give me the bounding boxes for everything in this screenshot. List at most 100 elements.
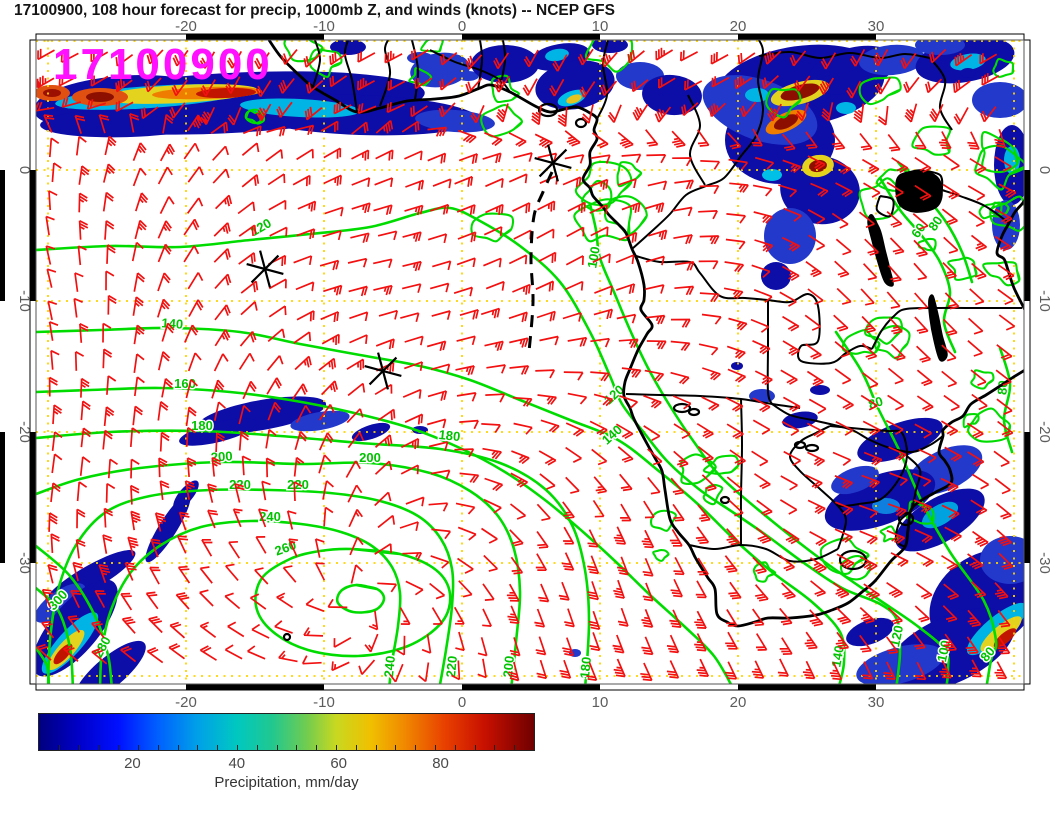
wind-barb: [238, 404, 251, 425]
wind-barb: [998, 552, 1014, 570]
wind-barb: [904, 103, 918, 123]
wind-barb: [178, 511, 190, 531]
wind-barb: [431, 310, 451, 320]
wind-barb: [968, 317, 984, 335]
precip-blob: [566, 94, 582, 104]
wind-barb-pennant: [256, 112, 264, 121]
wind-barb: [795, 102, 810, 122]
wind-barb: [523, 49, 539, 68]
colorbar-minor-tick: [336, 745, 337, 750]
contour-label: 200: [359, 450, 381, 465]
wind-barb: [831, 132, 846, 151]
wind-barb: [107, 458, 118, 479]
height-contour: [36, 646, 51, 684]
wind-barb: [132, 296, 144, 316]
wind-barb: [199, 589, 214, 607]
precip-blob: [780, 155, 860, 225]
colorbar-minor-tick: [514, 745, 516, 750]
wind-barb: [952, 79, 971, 94]
wind-barb: [148, 615, 163, 634]
basemap-feature: [687, 407, 701, 417]
wind-barb: [808, 234, 826, 251]
wind-barb: [567, 336, 588, 347]
wind-barb: [477, 637, 488, 657]
frame-bar-black-segment: [462, 684, 600, 690]
wind-barb: [752, 419, 771, 435]
lake: [928, 294, 948, 362]
country-border: [625, 393, 801, 409]
wind-barb: [428, 441, 449, 451]
wind-barb: [522, 78, 538, 96]
contour-label: 240: [381, 655, 398, 678]
wind-barb: [834, 528, 853, 543]
country-border: [739, 398, 744, 546]
wind-barb: [94, 590, 106, 609]
wind-barb: [781, 265, 800, 282]
wind-barb: [454, 175, 474, 187]
wind-barb: [900, 52, 917, 70]
wind-barb: [891, 157, 909, 173]
wind-barb: [102, 191, 114, 212]
wind-barb: [199, 645, 217, 661]
wind-barb: [590, 154, 611, 164]
frame-bar-black-segment: [738, 684, 876, 690]
wind-barb: [400, 312, 420, 323]
wind-barb: [970, 234, 988, 252]
wind-barb: [234, 483, 245, 503]
wind-barb: [186, 457, 197, 477]
wind-barb: [266, 377, 282, 395]
wind-barb: [965, 636, 979, 655]
wind-barb: [120, 592, 133, 611]
wind-barb: [940, 420, 959, 437]
colorbar-minor-tick: [138, 745, 139, 750]
wind-barb: [997, 420, 1014, 438]
wind-barb: [183, 245, 200, 263]
colorbar-minor-tick: [435, 745, 436, 750]
wind-barb: [916, 345, 931, 363]
wind-barb: [120, 645, 137, 663]
wind-barb: [254, 52, 270, 70]
contour-label: 100: [584, 245, 603, 269]
wind-barb: [293, 255, 313, 266]
wind-barb: [157, 272, 171, 292]
wind-barb: [90, 51, 109, 63]
wind-barb: [942, 318, 958, 336]
wind-barb: [106, 244, 116, 264]
colorbar-minor-tick: [118, 745, 120, 750]
precip-blob: [290, 410, 350, 432]
wind-barb: [76, 481, 88, 502]
wind-barb: [613, 579, 626, 599]
wind-barb: [103, 406, 115, 427]
wind-barb: [698, 210, 718, 220]
frame-bar-black-segment: [186, 34, 324, 40]
wind-barb: [48, 190, 58, 211]
wind-barb: [600, 51, 618, 68]
wind-barb: [430, 469, 451, 480]
wind-barb: [157, 220, 172, 239]
wind-barb: [833, 314, 849, 332]
precip-blob: [915, 40, 965, 55]
wind-barb: [564, 154, 585, 164]
height-contour: [878, 176, 957, 354]
wind-barb: [658, 77, 676, 89]
wind-barb: [670, 477, 685, 496]
wind-barb: [482, 447, 502, 460]
wind-barb: [226, 50, 243, 69]
wind-barb: [579, 81, 596, 98]
wind-barb: [293, 456, 305, 477]
wind-barb: [809, 609, 824, 627]
wind-barb: [429, 582, 446, 600]
wind-barb: [329, 75, 348, 88]
wind-barb: [725, 238, 746, 250]
wind-barb: [697, 557, 709, 576]
wind-barb: [347, 382, 366, 397]
frame-bar-black-segment: [1024, 432, 1030, 563]
wind-barb: [242, 125, 262, 137]
wind-barb: [427, 152, 447, 164]
colorbar-tick-label: 60: [330, 755, 348, 772]
wind-barb: [710, 51, 729, 65]
wind-barb: [592, 253, 611, 264]
wind-barb: [726, 528, 741, 546]
axis-tick-label-lat-tick-right: -30: [1036, 552, 1053, 574]
wind-barb: [807, 209, 826, 225]
